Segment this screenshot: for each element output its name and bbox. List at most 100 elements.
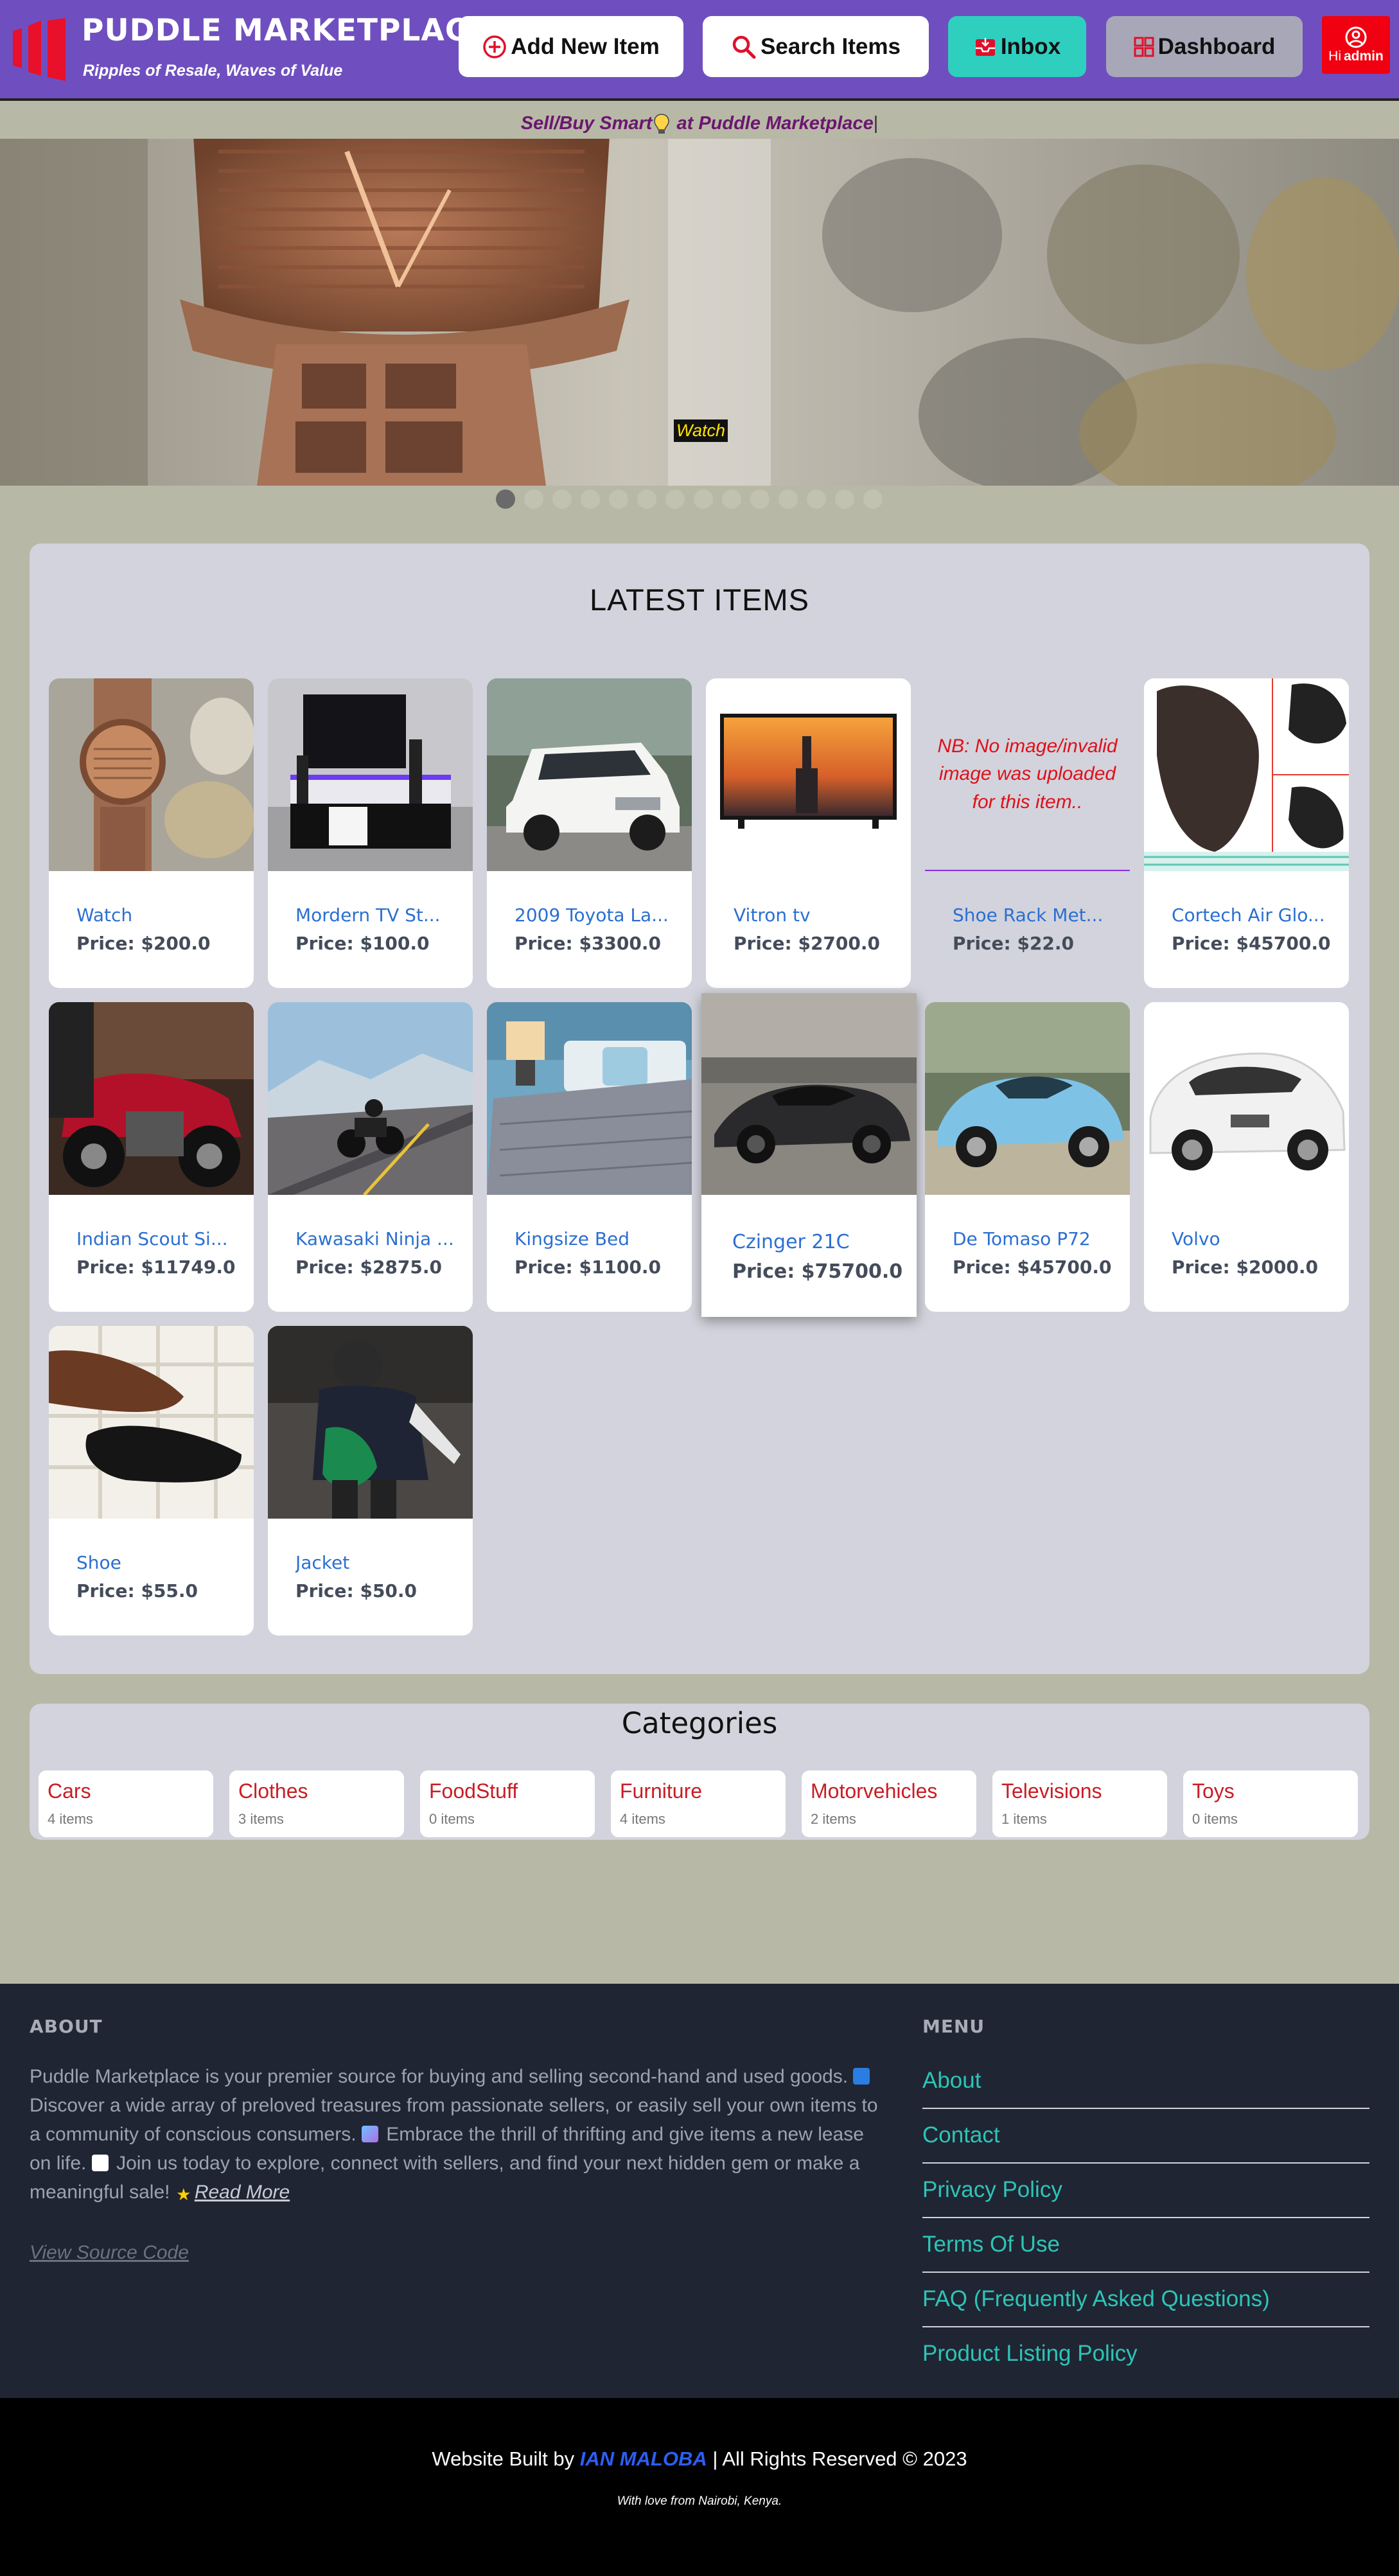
search-icon: [732, 35, 756, 58]
carousel-dot[interactable]: [779, 490, 798, 509]
carousel-dot[interactable]: [609, 490, 628, 509]
category-count: 0 items: [429, 1811, 475, 1827]
item-card[interactable]: Cortech Air Glo... Price: $45700.0: [1144, 678, 1349, 988]
item-card[interactable]: De Tomaso P72 Price: $45700.0: [925, 1002, 1130, 1312]
item-title[interactable]: Kingsize Bed: [515, 1228, 630, 1249]
copyright-text: Website Built by IAN MALOBA | All Rights…: [0, 2448, 1399, 2471]
tagline: Sell/Buy Smart at Puddle Marketplace|: [0, 108, 1399, 139]
carousel-dot[interactable]: [835, 490, 854, 509]
hero-carousel[interactable]: Watch: [0, 139, 1399, 486]
inbox-button[interactable]: Inbox: [948, 16, 1086, 77]
inbox-icon: [975, 37, 995, 56]
item-card[interactable]: NB: No image/invalid image was uploaded …: [925, 678, 1130, 988]
latest-items-heading: LATEST ITEMS: [590, 583, 809, 617]
menu-heading: MENU: [922, 2016, 985, 2037]
latest-items-section: LATEST ITEMS Watch Price: $200.0: [30, 543, 1369, 1674]
about-text: Puddle Marketplace is your premier sourc…: [30, 2062, 884, 2207]
item-card[interactable]: Kawasaki Ninja ... Price: $2875.0: [268, 1002, 473, 1312]
carousel-dot[interactable]: [863, 490, 883, 509]
item-title[interactable]: De Tomaso P72: [953, 1228, 1091, 1249]
user-menu-button[interactable]: Hi admin: [1322, 16, 1390, 74]
speech-bubble-emoji-icon: [91, 2155, 109, 2171]
item-image-bed: [487, 1002, 692, 1195]
category-card-furniture[interactable]: Furniture 4 items: [611, 1770, 786, 1837]
footer-link-terms-of-use[interactable]: Terms Of Use: [922, 2218, 1369, 2273]
categories-heading: Categories: [621, 1706, 778, 1740]
carousel-dot[interactable]: [496, 490, 515, 509]
item-title[interactable]: Shoe: [76, 1552, 121, 1573]
item-card[interactable]: Vitron tv Price: $2700.0: [706, 678, 911, 988]
item-card[interactable]: Indian Scout Si... Price: $11749.0: [49, 1002, 254, 1312]
add-new-item-label: Add New Item: [511, 33, 660, 59]
category-count: 0 items: [1192, 1811, 1238, 1827]
search-items-label: Search Items: [761, 33, 901, 59]
carousel-dot[interactable]: [722, 490, 741, 509]
item-card[interactable]: Volvo Price: $2000.0: [1144, 1002, 1349, 1312]
item-title[interactable]: Mordern TV St...: [295, 904, 441, 926]
view-source-code-link[interactable]: View Source Code: [30, 2242, 189, 2263]
category-card-toys[interactable]: Toys 0 items: [1183, 1770, 1358, 1837]
category-card-televisions[interactable]: Televisions 1 items: [992, 1770, 1167, 1837]
item-title[interactable]: Watch: [76, 904, 133, 926]
user-circle-icon: [1345, 26, 1367, 48]
item-image-gloves: [1144, 678, 1349, 871]
item-title[interactable]: Volvo: [1172, 1228, 1220, 1249]
carousel-dot[interactable]: [750, 490, 770, 509]
brand-subtitle: Ripples of Resale, Waves of Value: [83, 62, 343, 80]
rights-text: | All Rights Reserved © 2023: [707, 2448, 967, 2470]
category-card-foodstuff[interactable]: FoodStuff 0 items: [420, 1770, 595, 1837]
item-title[interactable]: Vitron tv: [734, 904, 811, 926]
item-title[interactable]: Czinger 21C: [732, 1231, 850, 1253]
item-price: Price: $2700.0: [734, 933, 880, 954]
category-card-motorvehicles[interactable]: Motorvehicles 2 items: [802, 1770, 976, 1837]
item-card[interactable]: Shoe Price: $55.0: [49, 1326, 254, 1636]
footer-link-product-listing-policy[interactable]: Product Listing Policy: [922, 2341, 1138, 2366]
puddle-logo-icon[interactable]: [13, 18, 66, 81]
footer-link-about[interactable]: About: [922, 2054, 1369, 2109]
carousel-dot[interactable]: [552, 490, 572, 509]
item-price: Price: $100.0: [295, 933, 430, 954]
item-image-motorbike-road: [268, 1002, 473, 1195]
item-image-czinger: [701, 993, 917, 1195]
item-card[interactable]: Czinger 21C Price: $75700.0: [701, 993, 917, 1317]
dashboard-button[interactable]: Dashboard: [1106, 16, 1303, 77]
tagline-text-end: at Puddle Marketplace: [671, 113, 874, 134]
category-card-cars[interactable]: Cars 4 items: [39, 1770, 213, 1837]
carousel-dot[interactable]: [637, 490, 656, 509]
item-title[interactable]: 2009 Toyota La...: [515, 904, 669, 926]
no-image-notice: NB: No image/invalid image was uploaded …: [925, 678, 1130, 871]
item-image-jacket: [268, 1326, 473, 1519]
footer-link-faq[interactable]: FAQ (Frequently Asked Questions): [922, 2273, 1369, 2327]
category-count: 3 items: [238, 1811, 284, 1827]
item-title[interactable]: Jacket: [295, 1552, 350, 1573]
category-card-clothes[interactable]: Clothes 3 items: [229, 1770, 404, 1837]
item-title[interactable]: Indian Scout Si...: [76, 1228, 228, 1249]
carousel-dot[interactable]: [581, 490, 600, 509]
search-items-button[interactable]: Search Items: [703, 16, 929, 77]
refresh-emoji-icon: [853, 2068, 870, 2085]
carousel-dot[interactable]: [694, 490, 713, 509]
author-link[interactable]: IAN MALOBA: [579, 2448, 707, 2470]
item-card[interactable]: Kingsize Bed Price: $1100.0: [487, 1002, 692, 1312]
love-note: With love from Nairobi, Kenya.: [617, 2494, 782, 2508]
item-card[interactable]: 2009 Toyota La... Price: $3300.0: [487, 678, 692, 988]
read-more-link[interactable]: Read More: [194, 2182, 290, 2203]
item-card[interactable]: Watch Price: $200.0: [49, 678, 254, 988]
category-name: Cars: [48, 1779, 91, 1803]
item-card[interactable]: Mordern TV St... Price: $100.0: [268, 678, 473, 988]
dashboard-grid-icon: [1134, 37, 1154, 57]
add-new-item-button[interactable]: Add New Item: [459, 16, 683, 77]
carousel-dot[interactable]: [807, 490, 826, 509]
item-card[interactable]: Jacket Price: $50.0: [268, 1326, 473, 1636]
item-title[interactable]: Shoe Rack Met...: [953, 904, 1104, 926]
category-name: Televisions: [1001, 1779, 1102, 1803]
footer-link-contact[interactable]: Contact: [922, 2109, 1369, 2164]
item-title[interactable]: Cortech Air Glo...: [1172, 904, 1325, 926]
brand-title[interactable]: PUDDLE MARKETPLACE: [82, 13, 489, 48]
carousel-dot[interactable]: [665, 490, 685, 509]
category-count: 1 items: [1001, 1811, 1047, 1827]
item-title[interactable]: Kawasaki Ninja ...: [295, 1228, 454, 1249]
carousel-dot[interactable]: [524, 490, 543, 509]
footer-link-privacy-policy[interactable]: Privacy Policy: [922, 2164, 1369, 2218]
about-heading: ABOUT: [30, 2016, 103, 2037]
